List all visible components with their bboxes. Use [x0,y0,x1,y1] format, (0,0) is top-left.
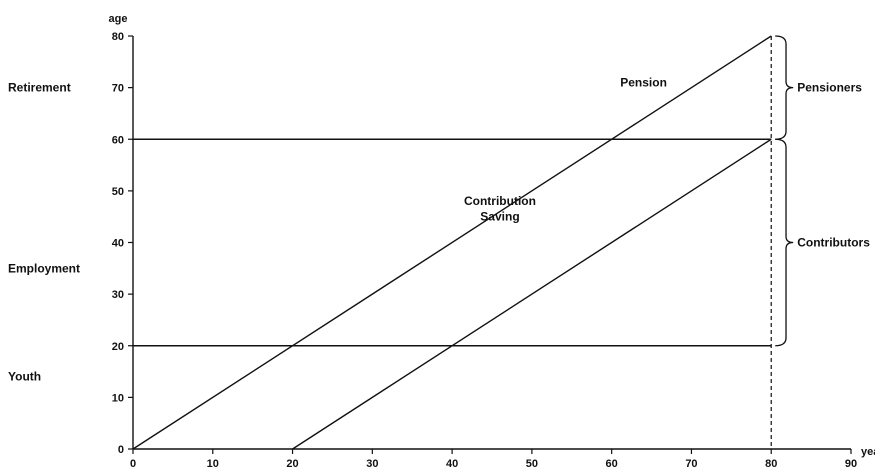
phase-label: Youth [8,370,41,384]
x-tick-label: 20 [286,458,298,470]
cohort-line [132,35,772,450]
x-tick-label: 70 [685,458,697,470]
brace-label: Contributors [797,236,870,250]
curly-brace [775,35,794,140]
x-axis-title: year [861,446,875,458]
annotation-label: Contribution [464,194,536,208]
y-axis-title: age [109,13,128,25]
y-tick-label: 60 [112,134,124,146]
x-tick-label: 10 [207,458,219,470]
plot-lines [132,35,772,450]
y-tick-label: 10 [112,392,124,404]
x-tick-label: 40 [446,458,458,470]
y-tick-label: 40 [112,238,124,250]
x-tick-label: 80 [765,458,777,470]
phase-label: Employment [8,261,80,275]
y-tick-label: 80 [112,31,124,43]
y-tick-label: 30 [112,289,124,301]
y-tick-label: 0 [118,444,124,456]
annotation-label: Saving [480,210,519,224]
brace-label: Pensioners [797,81,862,95]
text-labels: Retirement Employment Youth Pension Contribu… [8,75,667,383]
annotation-label: Pension [620,75,667,89]
y-tick-label: 20 [112,341,124,353]
y-tick-label: 70 [112,83,124,95]
cohort-line [292,138,772,450]
braces: Pensioners Contributors [775,35,870,347]
x-tick-label: 60 [606,458,618,470]
phase-label: Retirement [8,81,71,95]
x-tick-label: 50 [526,458,538,470]
curly-brace [775,138,794,347]
x-tick-label: 90 [845,458,857,470]
x-tick-label: 0 [130,458,136,470]
axes: 0 10 20 30 40 50 60 70 80 90 0 10 20 30 40 50 60 70 80 age y… [109,13,875,470]
y-tick-label: 50 [112,186,124,198]
x-tick-label: 30 [366,458,378,470]
